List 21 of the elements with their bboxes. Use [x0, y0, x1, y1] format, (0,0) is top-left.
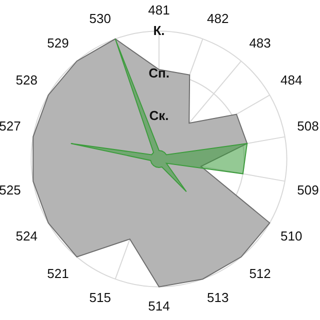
spoke-label: 512	[249, 266, 271, 281]
spoke-label: 483	[249, 35, 271, 50]
spoke-label: 508	[297, 118, 319, 134]
spoke-label: 528	[16, 72, 38, 88]
spoke-label: 513	[206, 290, 229, 306]
spoke-label: 510	[280, 228, 302, 244]
spoke-label: 481	[148, 2, 170, 18]
spoke-label: 529	[47, 35, 69, 50]
spoke-label: 484	[280, 72, 302, 88]
y-tick-label: Сп.	[148, 65, 170, 80]
spoke-label: 482	[206, 10, 229, 26]
spoke-label: 527	[0, 118, 21, 134]
spoke-label: 525	[0, 182, 21, 198]
y-tick-label: К.	[153, 22, 165, 38]
y-tick-label: Ск.	[149, 108, 169, 123]
spoke-label: 521	[47, 266, 69, 281]
spoke-label: 524	[16, 228, 38, 244]
spoke-label: 515	[89, 290, 112, 306]
spoke-label: 530	[89, 10, 112, 26]
spoke-label: 509	[297, 182, 319, 198]
spoke-label: 514	[148, 298, 170, 314]
